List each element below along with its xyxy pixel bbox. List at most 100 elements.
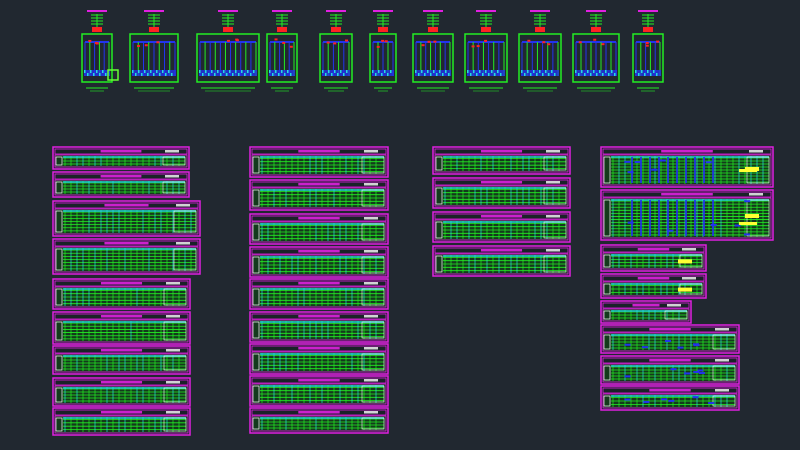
schedule-note xyxy=(659,159,666,162)
riser-ground-hatch xyxy=(337,73,339,76)
riser-ground-hatch xyxy=(96,70,98,73)
riser-ground-hatch xyxy=(322,70,324,73)
riser-ground-band xyxy=(372,70,394,76)
schedule-panel-id xyxy=(252,223,260,241)
schedule-total-label xyxy=(739,222,757,225)
schedule-sheet-number xyxy=(166,349,180,352)
riser-marker xyxy=(547,43,551,46)
schedule-summary xyxy=(543,221,567,239)
riser-title-mark xyxy=(476,10,496,12)
schedule-note xyxy=(624,398,631,401)
schedule-note xyxy=(651,168,658,171)
riser-marker xyxy=(645,41,649,44)
riser-ground-hatch xyxy=(581,70,583,73)
panel-schedule-sheet xyxy=(432,245,571,277)
schedule-summary xyxy=(664,310,688,320)
schedule-load-column xyxy=(712,157,714,183)
schedule-title-text xyxy=(100,381,143,384)
riser-ground-hatch xyxy=(153,73,155,76)
riser-diagram xyxy=(81,10,119,92)
riser-diagram xyxy=(196,10,260,92)
riser-ground-hatch xyxy=(545,70,547,73)
schedule-title-bar xyxy=(54,347,189,354)
schedule-sheet-number xyxy=(364,217,378,220)
schedule-load-column xyxy=(658,157,660,183)
riser-diagram xyxy=(464,10,508,92)
schedule-summary xyxy=(361,156,385,174)
riser-title-mark xyxy=(272,10,292,12)
schedule-title-text xyxy=(100,315,143,318)
riser-ground-band xyxy=(322,70,350,76)
schedule-panel-id xyxy=(603,310,611,320)
panel-schedule-sheet xyxy=(249,179,389,211)
riser-ground-hatch xyxy=(533,70,535,73)
panel-schedule-sheet xyxy=(600,273,707,299)
panel-schedule-sheet xyxy=(432,146,571,175)
riser-diagram xyxy=(369,10,397,92)
riser-ground-hatch xyxy=(331,73,333,76)
schedule-summary xyxy=(543,187,567,205)
riser-ground-hatch xyxy=(284,73,286,76)
riser-title-mark xyxy=(326,10,346,12)
riser-breaker xyxy=(378,27,388,32)
schedule-sheet-number xyxy=(749,193,763,196)
riser-ground-hatch xyxy=(325,73,327,76)
schedule-load-column xyxy=(685,157,687,183)
schedule-title-bar xyxy=(434,213,569,220)
schedule-note xyxy=(643,400,650,403)
riser-ground-hatch xyxy=(436,73,438,76)
schedule-panel-id xyxy=(55,181,63,194)
schedule-panel-id xyxy=(252,385,260,403)
schedule-load-column xyxy=(640,200,642,236)
schedule-note xyxy=(743,233,750,236)
riser-marker xyxy=(484,39,488,42)
schedule-title-bar xyxy=(54,202,199,209)
schedule-summary xyxy=(163,355,187,371)
schedule-header-band xyxy=(611,395,735,397)
schedule-load-column xyxy=(694,200,696,236)
schedule-panel-id xyxy=(603,395,611,407)
schedule-title-bar xyxy=(54,148,188,155)
riser-diagram xyxy=(572,10,620,92)
schedule-title-bar xyxy=(251,409,387,416)
schedule-note xyxy=(698,372,705,375)
riser-ground-hatch xyxy=(524,73,526,76)
schedule-title-text xyxy=(298,315,340,318)
schedule-grid xyxy=(54,179,188,196)
panel-schedule-sheet xyxy=(600,385,740,411)
riser-marker xyxy=(656,40,660,43)
schedule-summary xyxy=(361,189,385,207)
schedule-title-text xyxy=(480,150,523,153)
schedule-header-band xyxy=(63,321,186,323)
riser-ground-hatch xyxy=(93,73,95,76)
schedule-panel-id xyxy=(55,210,63,233)
panel-schedule-sheet xyxy=(52,311,191,345)
riser-diagram xyxy=(266,10,298,92)
schedule-sheet-number xyxy=(166,315,180,318)
schedule-sheet-number xyxy=(715,328,729,331)
riser-ground-hatch xyxy=(584,73,586,76)
schedule-panel-id xyxy=(55,288,63,306)
riser-marker xyxy=(427,40,431,43)
riser-ground-hatch xyxy=(500,73,502,76)
riser-breaker xyxy=(428,27,438,32)
schedule-panel-id xyxy=(603,334,611,350)
riser-marker xyxy=(645,44,649,47)
riser-ground-hatch xyxy=(575,70,577,73)
schedule-load-column xyxy=(694,157,696,183)
schedule-summary xyxy=(163,387,187,403)
schedule-header-band xyxy=(63,288,186,290)
schedule-summary xyxy=(162,156,186,166)
riser-marker xyxy=(527,39,531,42)
riser-marker xyxy=(345,39,349,42)
schedule-sheet-number xyxy=(165,150,179,153)
schedule-header-band xyxy=(63,156,185,158)
panel-schedule-sheet xyxy=(52,345,191,375)
riser-ground-hatch xyxy=(84,70,86,73)
riser-ground-hatch xyxy=(220,73,222,76)
schedule-highlight xyxy=(745,214,759,218)
panel-schedule-sheet xyxy=(249,311,389,343)
schedule-sheet-number xyxy=(176,204,190,207)
riser-ground-hatch xyxy=(384,70,386,73)
